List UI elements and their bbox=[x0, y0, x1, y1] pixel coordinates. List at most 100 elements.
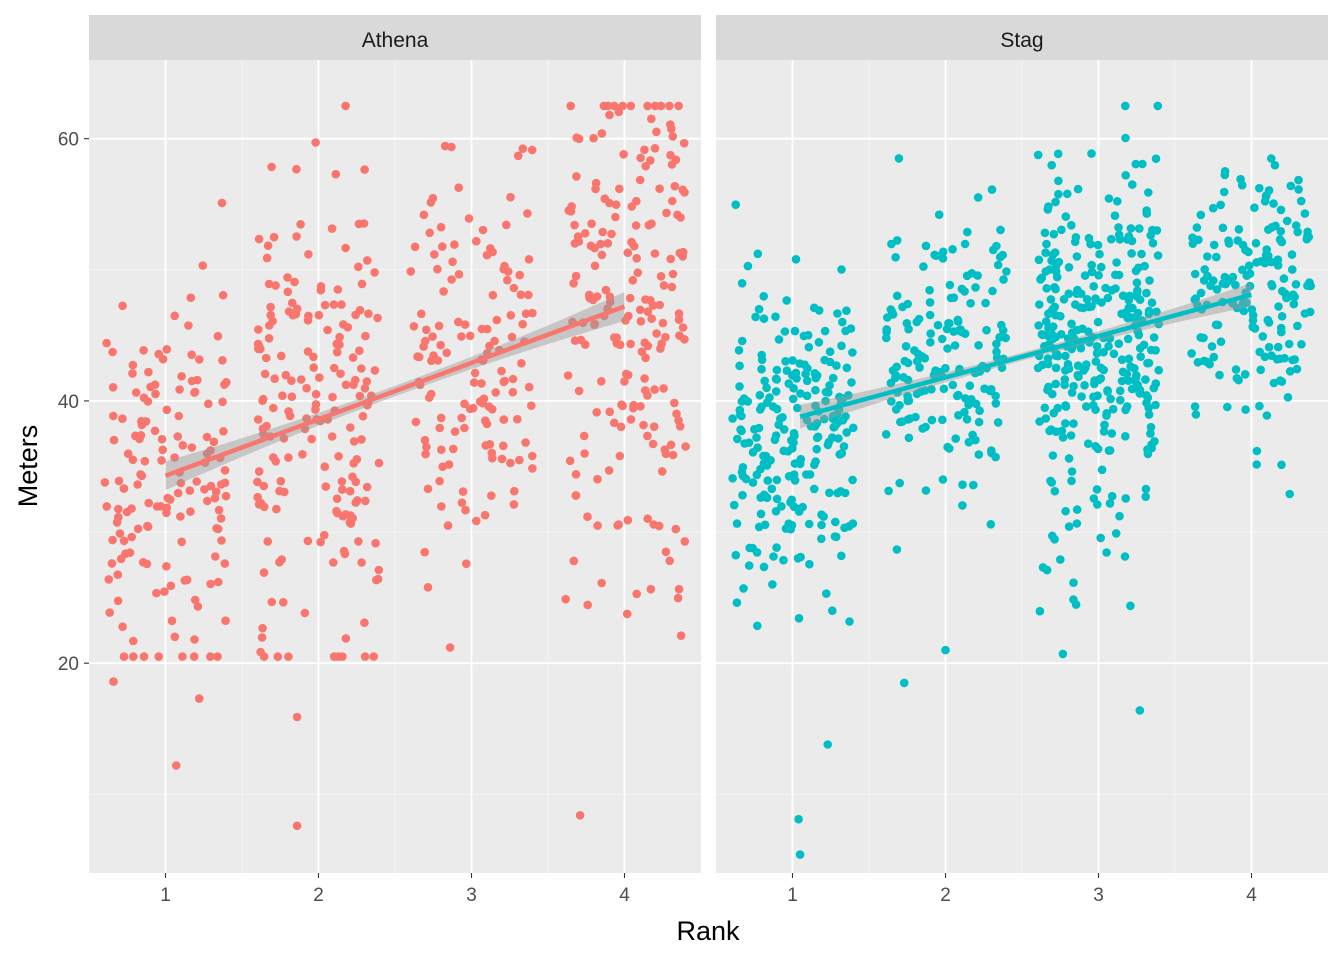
data-point bbox=[1277, 460, 1286, 470]
data-point bbox=[1089, 494, 1099, 503]
data-point bbox=[616, 422, 626, 432]
data-point bbox=[938, 247, 948, 257]
data-point bbox=[753, 249, 763, 259]
data-point bbox=[738, 490, 747, 500]
data-point bbox=[820, 326, 830, 336]
data-point bbox=[259, 429, 268, 439]
data-point bbox=[1115, 386, 1125, 396]
data-point bbox=[327, 224, 337, 233]
data-point bbox=[615, 340, 625, 350]
data-point bbox=[323, 325, 332, 335]
data-point bbox=[167, 616, 177, 626]
data-point bbox=[1275, 235, 1285, 244]
data-point bbox=[472, 516, 481, 526]
data-point bbox=[626, 339, 635, 349]
data-point bbox=[436, 413, 446, 423]
data-point bbox=[517, 359, 526, 368]
data-point bbox=[1092, 485, 1102, 494]
data-point bbox=[622, 609, 632, 619]
data-point bbox=[1135, 706, 1145, 715]
data-point bbox=[280, 487, 289, 497]
data-point bbox=[1115, 235, 1125, 244]
data-point bbox=[1212, 285, 1222, 294]
data-point bbox=[114, 512, 123, 522]
data-point bbox=[842, 306, 851, 316]
data-point bbox=[438, 462, 448, 472]
data-point bbox=[1294, 175, 1303, 185]
data-point bbox=[988, 286, 997, 296]
data-point bbox=[1260, 258, 1270, 268]
data-point bbox=[406, 267, 416, 276]
data-point bbox=[1044, 202, 1053, 211]
data-point bbox=[109, 411, 118, 421]
data-point bbox=[206, 652, 215, 661]
data-point bbox=[1291, 221, 1301, 230]
data-point bbox=[652, 329, 661, 338]
data-point bbox=[1050, 535, 1059, 544]
data-point bbox=[348, 472, 357, 482]
data-point bbox=[211, 487, 221, 497]
data-point bbox=[670, 398, 679, 408]
data-point bbox=[756, 509, 766, 519]
data-point bbox=[1292, 364, 1302, 374]
data-point bbox=[1048, 322, 1058, 331]
data-point bbox=[174, 411, 184, 421]
data-point bbox=[158, 354, 168, 364]
data-point bbox=[563, 371, 573, 380]
data-point bbox=[817, 534, 826, 544]
data-point bbox=[303, 347, 313, 356]
data-point bbox=[279, 434, 289, 443]
data-point bbox=[465, 331, 475, 341]
data-point bbox=[1061, 366, 1070, 375]
data-point bbox=[735, 382, 744, 391]
data-point bbox=[1196, 333, 1205, 342]
data-point bbox=[1061, 506, 1070, 516]
data-point bbox=[728, 474, 737, 483]
data-point bbox=[1262, 411, 1272, 420]
data-point bbox=[1114, 223, 1123, 232]
data-point bbox=[751, 312, 760, 322]
data-point bbox=[680, 537, 690, 546]
data-point bbox=[510, 486, 519, 496]
data-point bbox=[499, 441, 508, 451]
data-point bbox=[1060, 375, 1070, 384]
data-point bbox=[1107, 491, 1117, 501]
data-point bbox=[661, 449, 671, 459]
data-point bbox=[142, 559, 152, 569]
data-point bbox=[1061, 419, 1070, 428]
data-point bbox=[470, 368, 480, 378]
data-point bbox=[842, 363, 852, 373]
data-point bbox=[218, 290, 228, 300]
data-point bbox=[891, 373, 900, 383]
data-point bbox=[1091, 357, 1101, 366]
data-point bbox=[369, 652, 379, 661]
data-point bbox=[672, 409, 681, 419]
data-point bbox=[1255, 401, 1264, 411]
data-point bbox=[360, 618, 369, 627]
data-point bbox=[222, 378, 231, 387]
data-point bbox=[963, 227, 972, 237]
data-point bbox=[772, 475, 782, 485]
x-tick-label: 3 bbox=[1093, 885, 1104, 906]
data-point bbox=[795, 359, 804, 368]
data-point bbox=[636, 153, 645, 163]
data-point bbox=[436, 340, 445, 350]
data-point bbox=[1093, 391, 1102, 401]
data-point bbox=[374, 565, 384, 575]
data-point bbox=[193, 375, 202, 385]
data-point bbox=[320, 300, 330, 310]
data-point bbox=[409, 322, 419, 331]
data-point bbox=[341, 634, 351, 643]
data-point bbox=[573, 232, 583, 241]
data-point bbox=[457, 413, 467, 423]
data-point bbox=[1089, 400, 1098, 410]
data-point bbox=[1199, 276, 1209, 285]
data-point bbox=[329, 558, 338, 567]
data-point bbox=[762, 383, 771, 393]
data-point bbox=[422, 325, 431, 335]
data-point bbox=[219, 427, 228, 436]
data-point bbox=[680, 188, 689, 197]
data-point bbox=[437, 502, 446, 511]
data-point bbox=[204, 399, 213, 409]
x-tick-label: 1 bbox=[160, 885, 171, 906]
